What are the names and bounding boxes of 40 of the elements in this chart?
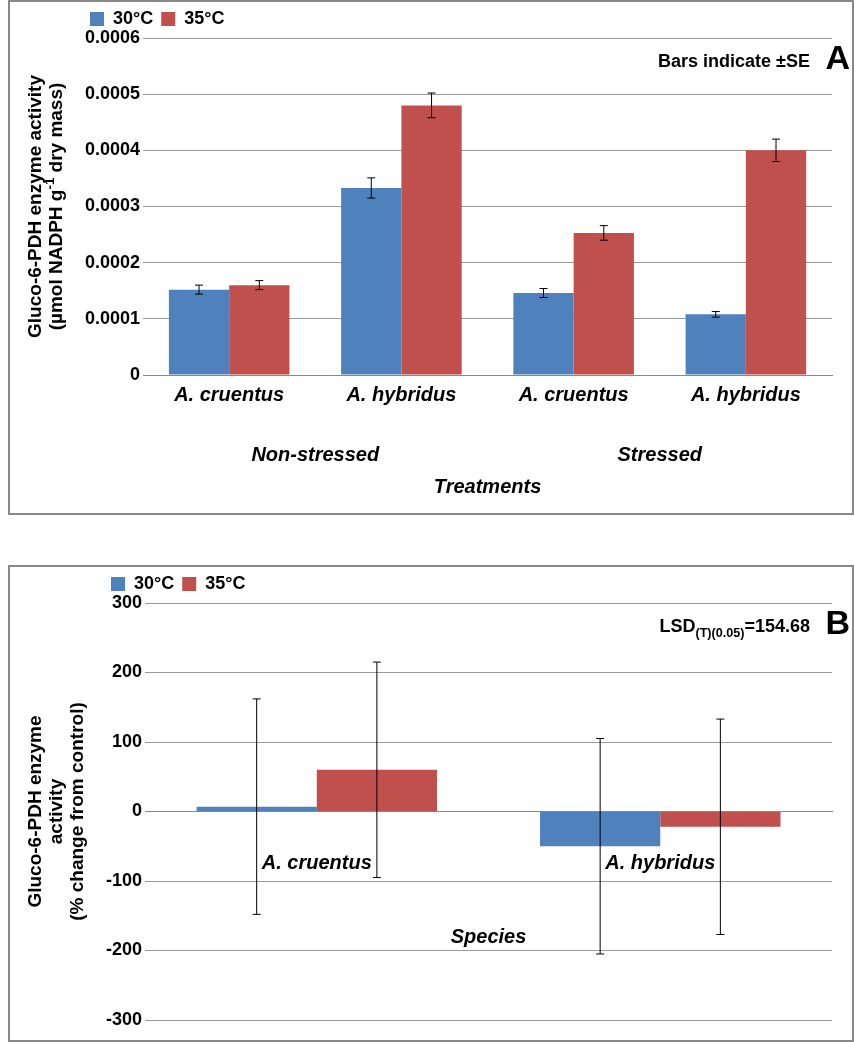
- annotation: Bars indicate ±SE: [658, 50, 810, 71]
- legend-label: 35°C: [205, 572, 246, 593]
- x-tick-label: A. cruentus: [260, 851, 372, 874]
- y-tick-label: 0.0006: [84, 26, 141, 47]
- x-tick-label: A. cruentus: [517, 382, 629, 405]
- y-axis-title: Gluco-6-PDH enzyme activity (% change from control): [24, 702, 88, 921]
- bar: [168, 289, 230, 375]
- text: Non-stressed: [251, 442, 380, 465]
- bar: [229, 285, 290, 375]
- legend-label: 30°C: [134, 572, 175, 593]
- y-tick-label: 0.0001: [84, 307, 141, 328]
- x-tick-label: A. hybridus: [604, 851, 716, 874]
- legend-label: 30°C: [113, 7, 154, 28]
- bar: [573, 232, 634, 375]
- bar: [513, 293, 574, 375]
- annotation: B: [825, 603, 851, 642]
- x-tick-label: A. cruentus: [173, 382, 285, 405]
- y-tick-label: 0.0002: [84, 251, 141, 272]
- annotation: A: [825, 38, 851, 77]
- bar: [341, 187, 402, 375]
- y-tick-label: -100: [106, 869, 143, 890]
- y-tick-label: 100: [111, 730, 143, 751]
- text: Stressed: [617, 442, 703, 465]
- y-tick-label: 300: [111, 591, 143, 612]
- y-tick-label: -300: [106, 1008, 143, 1029]
- y-tick-label: -200: [106, 939, 143, 960]
- x-axis-title: Species: [450, 925, 527, 948]
- y-tick-label: 0: [130, 363, 141, 384]
- y-tick-label: 0: [132, 800, 143, 821]
- bar: [685, 314, 746, 375]
- y-tick-label: 200: [111, 661, 143, 682]
- bar: [401, 105, 462, 375]
- legend-label: 35°C: [184, 7, 225, 28]
- y-tick-label: 0.0003: [84, 195, 141, 216]
- bar: [745, 150, 807, 375]
- x-tick-label: A. hybridus: [689, 382, 801, 405]
- x-axis-title: Treatments: [433, 474, 542, 497]
- y-tick-label: 0.0004: [84, 139, 141, 160]
- y-tick-label: 0.0005: [84, 83, 141, 104]
- x-tick-label: A. hybridus: [345, 382, 457, 405]
